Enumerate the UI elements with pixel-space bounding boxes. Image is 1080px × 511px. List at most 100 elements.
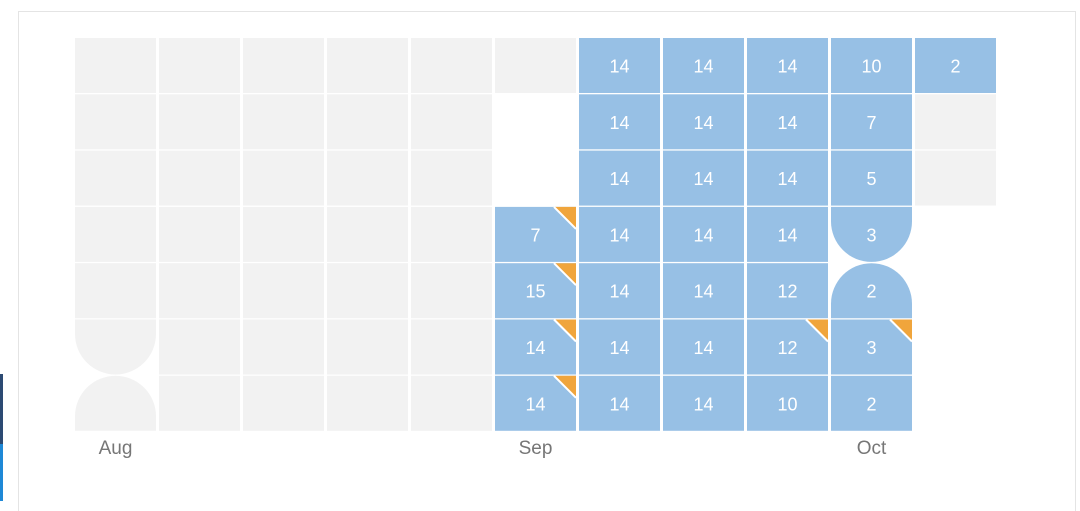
- cell-value-label: 14: [777, 57, 797, 77]
- heatmap-cell[interactable]: [411, 375, 492, 431]
- heatmap-cell[interactable]: 14: [747, 38, 828, 93]
- heatmap-cell[interactable]: [411, 206, 492, 262]
- cell-value-label: 12: [777, 282, 797, 302]
- cell-value-label: 2: [866, 282, 876, 302]
- cell-value-label: 15: [525, 282, 545, 302]
- heatmap-cell[interactable]: [243, 150, 324, 206]
- heatmap-cell[interactable]: 14: [579, 38, 660, 93]
- heatmap-cell[interactable]: [159, 150, 240, 206]
- heatmap-cell[interactable]: 14: [579, 150, 660, 206]
- heatmap-cell[interactable]: [159, 319, 240, 375]
- heatmap-cell[interactable]: 14: [747, 206, 828, 262]
- heatmap-cell[interactable]: 5: [831, 150, 912, 206]
- month-label: Oct: [857, 438, 887, 459]
- heatmap-cell[interactable]: 14: [579, 375, 660, 431]
- cell-value-label: 14: [609, 338, 629, 358]
- cell-value-label: 14: [693, 225, 713, 245]
- heatmap-cell[interactable]: 14: [663, 38, 744, 93]
- heatmap-cell[interactable]: [243, 375, 324, 431]
- heatmap-cell[interactable]: 7: [831, 94, 912, 150]
- heatmap-cell[interactable]: [327, 94, 408, 150]
- heatmap-cell[interactable]: 14: [747, 150, 828, 206]
- heatmap-cell[interactable]: [75, 319, 156, 375]
- heatmap-cell[interactable]: [159, 375, 240, 431]
- cell-value-label: 14: [693, 338, 713, 358]
- cell-value-label: 14: [525, 394, 545, 414]
- heatmap-cell[interactable]: [243, 263, 324, 319]
- cell-value-label: 5: [866, 169, 876, 189]
- heatmap-cell[interactable]: 14: [495, 375, 577, 431]
- cell-value-label: 14: [693, 57, 713, 77]
- heatmap-cell[interactable]: 3: [831, 206, 912, 262]
- heatmap-cell[interactable]: 14: [663, 150, 744, 206]
- heatmap-cell[interactable]: 14: [747, 94, 828, 150]
- heatmap-cell[interactable]: 14: [663, 263, 744, 319]
- heatmap-cell[interactable]: [915, 150, 996, 206]
- heatmap-cell[interactable]: [243, 206, 324, 262]
- heatmap-cell[interactable]: 2: [831, 375, 912, 431]
- cell-value-label: 14: [609, 57, 629, 77]
- cell-value-label: 14: [693, 394, 713, 414]
- heatmap-cell[interactable]: [75, 375, 156, 431]
- heatmap-cell[interactable]: [75, 150, 156, 206]
- heatmap-cell[interactable]: [327, 150, 408, 206]
- cell-value-label: 14: [777, 169, 797, 189]
- cell-value-label: 14: [609, 225, 629, 245]
- heatmap-cell[interactable]: [75, 94, 156, 150]
- heatmap-cell[interactable]: 10: [747, 375, 828, 431]
- heatmap-cell[interactable]: [411, 38, 492, 93]
- heatmap-cell[interactable]: [75, 263, 156, 319]
- heatmap-cell[interactable]: 14: [579, 94, 660, 150]
- heatmap-cell[interactable]: [327, 319, 408, 375]
- heatmap-cell[interactable]: [495, 38, 576, 93]
- cell-value-label: 14: [609, 394, 629, 414]
- cell-value-label: 14: [777, 113, 797, 133]
- heatmap-cell[interactable]: [411, 319, 492, 375]
- month-label: Aug: [99, 438, 133, 459]
- heatmap-cell[interactable]: [243, 94, 324, 150]
- heatmap-cell[interactable]: 15: [495, 262, 577, 319]
- window-edge: [0, 374, 3, 501]
- heatmap-cell[interactable]: 3: [831, 318, 913, 375]
- cell-value-label: 14: [693, 113, 713, 133]
- heatmap-cell[interactable]: [411, 263, 492, 319]
- heatmap-cell[interactable]: 12: [747, 263, 828, 319]
- heatmap-cell[interactable]: 14: [495, 318, 577, 375]
- cell-value-label: 14: [609, 169, 629, 189]
- heatmap-cell[interactable]: 14: [663, 94, 744, 150]
- heatmap-cell[interactable]: 2: [831, 263, 912, 319]
- heatmap-cell[interactable]: [159, 263, 240, 319]
- heatmap-cell[interactable]: [327, 375, 408, 431]
- heatmap-cell[interactable]: 14: [663, 206, 744, 262]
- heatmap-cell[interactable]: [327, 38, 408, 93]
- heatmap-cell[interactable]: 14: [579, 206, 660, 262]
- heatmap-cell[interactable]: 2: [915, 38, 996, 93]
- cell-value-label: 7: [866, 113, 876, 133]
- heatmap-cell[interactable]: [411, 150, 492, 206]
- heatmap-cell[interactable]: [159, 94, 240, 150]
- heatmap-cell[interactable]: [915, 94, 996, 150]
- cell-value-label: 3: [866, 338, 876, 358]
- heatmap-cell[interactable]: 14: [579, 319, 660, 375]
- heatmap-cell[interactable]: 14: [579, 263, 660, 319]
- heatmap-cell[interactable]: [243, 38, 324, 93]
- heatmap-cell[interactable]: 10: [831, 38, 912, 93]
- heatmap-cell[interactable]: 14: [663, 375, 744, 431]
- heatmap-cell[interactable]: 14: [663, 319, 744, 375]
- cell-value-label: 14: [609, 113, 629, 133]
- cell-value-label: 12: [777, 338, 797, 358]
- heatmap-cell[interactable]: 12: [747, 318, 829, 375]
- heatmap-cell[interactable]: [75, 206, 156, 262]
- cell-value-label: 14: [609, 282, 629, 302]
- heatmap-cell[interactable]: [327, 263, 408, 319]
- cell-value-label: 3: [866, 225, 876, 245]
- heatmap-cell[interactable]: [75, 38, 156, 93]
- heatmap-cell[interactable]: [243, 319, 324, 375]
- heatmap-cell[interactable]: [327, 206, 408, 262]
- heatmap-cell[interactable]: [159, 38, 240, 93]
- cell-value-label: 7: [530, 225, 540, 245]
- heatmap-cell[interactable]: 7: [495, 206, 577, 262]
- heatmap-cell[interactable]: [159, 206, 240, 262]
- heatmap-cell[interactable]: [411, 94, 492, 150]
